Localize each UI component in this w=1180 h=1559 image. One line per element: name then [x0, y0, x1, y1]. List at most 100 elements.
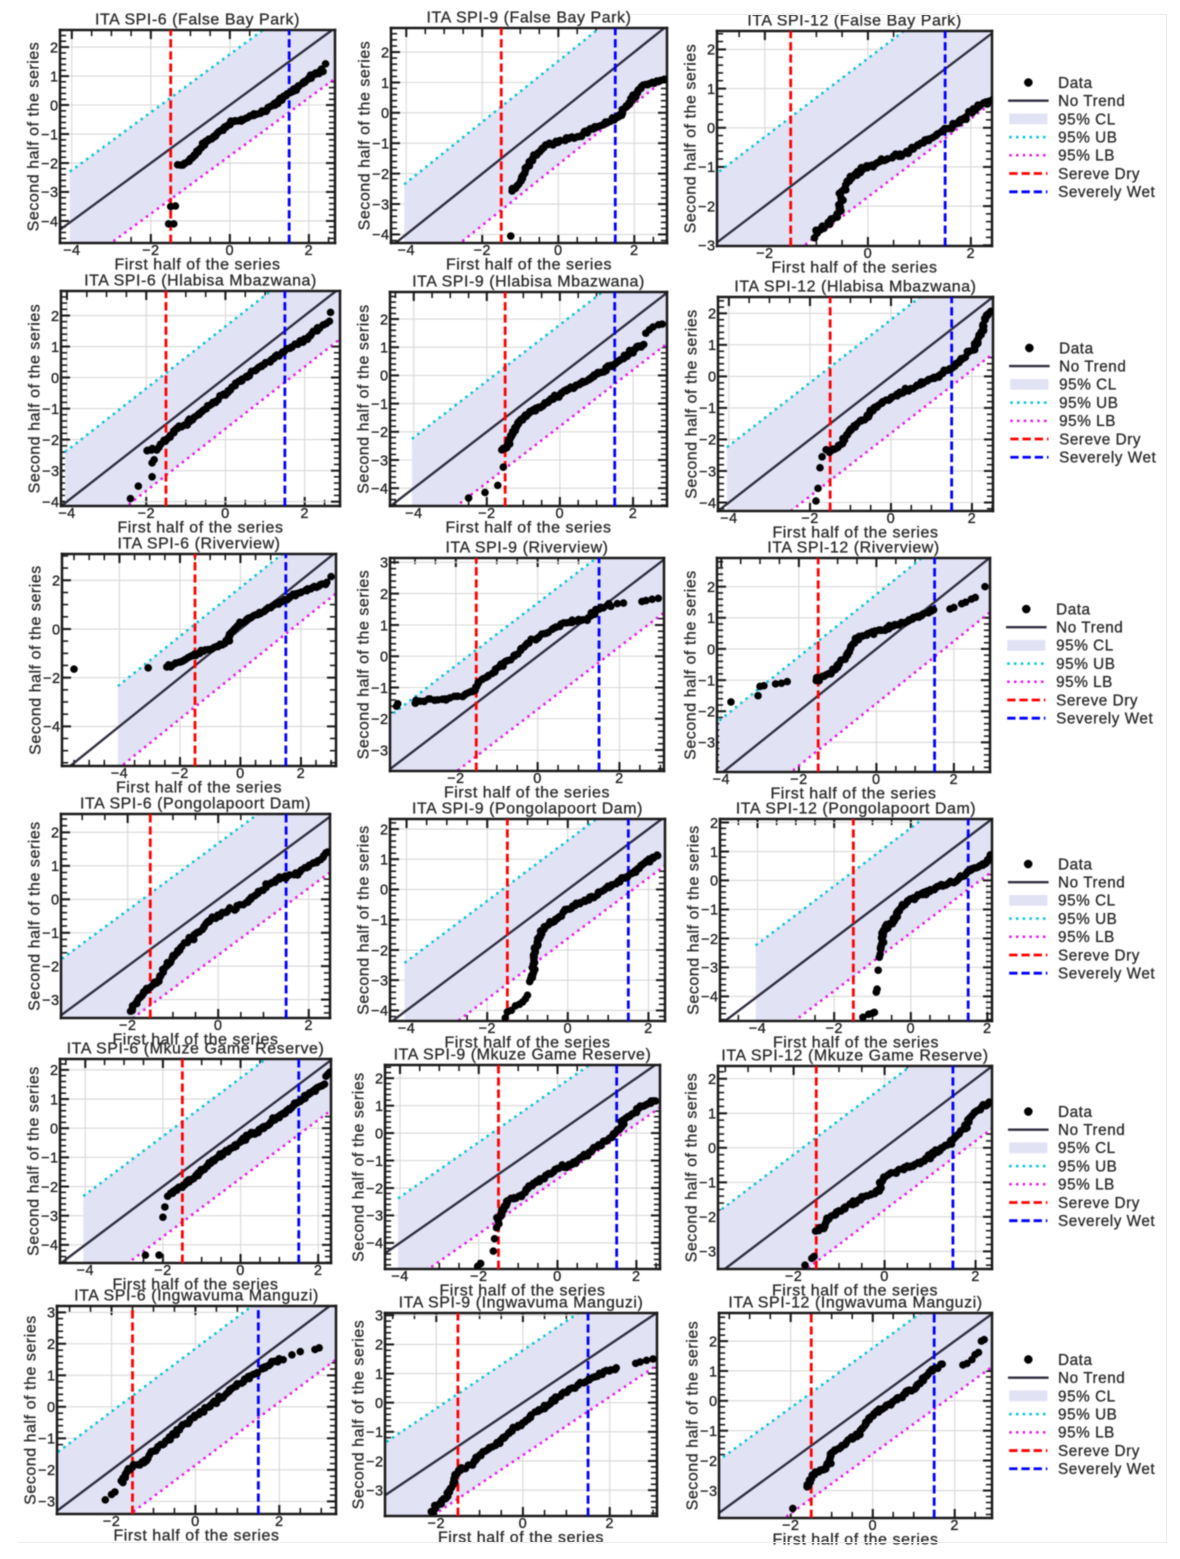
svg-text:First half of the series: First half of the series [115, 257, 281, 274]
svg-text:−2: −2 [700, 1454, 718, 1470]
svg-text:−4: −4 [712, 772, 730, 788]
svg-text:−3: −3 [41, 1209, 59, 1225]
svg-text:2: 2 [314, 1263, 323, 1279]
svg-text:1: 1 [708, 1107, 717, 1123]
svg-text:Sereve Dry: Sereve Dry [1059, 431, 1141, 448]
svg-text:2: 2 [375, 1071, 384, 1087]
svg-text:0: 0 [51, 371, 60, 387]
svg-text:1: 1 [50, 1092, 59, 1108]
svg-text:95% CL: 95% CL [1058, 111, 1116, 128]
svg-text:2: 2 [983, 1021, 992, 1037]
svg-text:First half of the series: First half of the series [438, 1530, 604, 1547]
svg-text:Second half of the series: Second half of the series [356, 304, 373, 494]
svg-text:−4: −4 [699, 496, 717, 512]
svg-text:95% LB: 95% LB [1058, 148, 1115, 165]
svg-text:0: 0 [906, 1021, 915, 1037]
svg-text:0: 0 [380, 369, 389, 385]
svg-text:−3: −3 [700, 1484, 718, 1500]
svg-text:ITA SPI-6 (False Bay Park): ITA SPI-6 (False Bay Park) [95, 11, 300, 28]
svg-text:First half of the series: First half of the series [118, 520, 284, 537]
svg-text:Second half of the series: Second half of the series [684, 1073, 701, 1263]
svg-text:1: 1 [50, 69, 59, 85]
svg-text:−4: −4 [371, 1004, 389, 1020]
svg-text:3: 3 [47, 1306, 56, 1322]
svg-text:First half of the series: First half of the series [446, 520, 612, 537]
svg-text:2: 2 [710, 816, 719, 832]
svg-text:Data: Data [1056, 601, 1090, 618]
svg-text:95% UB: 95% UB [1058, 1406, 1117, 1423]
svg-text:Data: Data [1058, 1352, 1092, 1369]
svg-text:2: 2 [708, 1072, 717, 1088]
svg-text:0: 0 [868, 1518, 877, 1534]
svg-text:−2: −2 [41, 156, 59, 172]
svg-text:First half of the series: First half of the series [445, 1035, 611, 1052]
svg-text:−1: −1 [372, 136, 390, 152]
svg-text:−2: −2 [447, 771, 465, 787]
svg-text:Second half of the series: Second half of the series [351, 1072, 368, 1262]
svg-text:−2: −2 [698, 705, 716, 721]
svg-text:0: 0 [50, 1121, 59, 1137]
svg-text:ITA SPI-12 (False Bay Park): ITA SPI-12 (False Bay Park) [747, 12, 961, 29]
svg-text:2: 2 [966, 246, 975, 262]
svg-text:First half of the series: First half of the series [116, 780, 282, 797]
svg-text:0: 0 [51, 893, 60, 909]
svg-text:3: 3 [380, 556, 389, 572]
svg-text:−1: −1 [371, 913, 389, 929]
svg-text:2: 2 [380, 312, 389, 328]
svg-text:−2: −2 [478, 506, 496, 522]
svg-text:First half of the series: First half of the series [113, 1277, 279, 1294]
svg-text:2: 2 [300, 506, 309, 522]
svg-text:Severely Wet: Severely Wet [1058, 1461, 1155, 1478]
svg-text:0: 0 [214, 1018, 223, 1034]
svg-text:ITA SPI-12 (Hlabisa Mbazwana): ITA SPI-12 (Hlabisa Mbazwana) [734, 278, 976, 295]
svg-text:Second half of the series: Second half of the series [28, 565, 45, 755]
svg-text:No Trend: No Trend [1058, 1370, 1125, 1387]
svg-text:95% LB: 95% LB [1059, 413, 1116, 430]
svg-text:95% UB: 95% UB [1058, 911, 1117, 928]
svg-text:Second half of the series: Second half of the series [26, 42, 43, 232]
svg-text:−4: −4 [398, 1021, 416, 1037]
svg-text:No Trend: No Trend [1058, 875, 1125, 892]
svg-text:−3: −3 [41, 185, 59, 201]
svg-text:−3: −3 [371, 453, 389, 469]
svg-text:0: 0 [47, 1400, 56, 1416]
svg-text:0: 0 [380, 883, 389, 899]
svg-text:−4: −4 [41, 214, 59, 230]
svg-text:−3: −3 [701, 961, 719, 977]
svg-text:−2: −2 [473, 243, 491, 259]
svg-text:−2: −2 [790, 772, 808, 788]
svg-text:−1: −1 [42, 926, 60, 942]
svg-text:1: 1 [708, 338, 717, 354]
svg-text:Second half of the series: Second half of the series [27, 304, 44, 494]
svg-text:95% CL: 95% CL [1058, 1388, 1116, 1405]
svg-text:2: 2 [950, 772, 959, 788]
svg-text:0: 0 [563, 1021, 572, 1037]
svg-text:−4: −4 [58, 506, 76, 522]
svg-text:First half of the series: First half of the series [772, 260, 938, 277]
svg-text:Severely Wet: Severely Wet [1059, 450, 1156, 467]
svg-text:ITA SPI-9 (Ingwavuma Manguzi): ITA SPI-9 (Ingwavuma Manguzi) [399, 1294, 644, 1311]
svg-text:2: 2 [381, 45, 390, 61]
svg-text:−4: −4 [366, 1236, 384, 1252]
svg-text:2: 2 [605, 1516, 614, 1532]
svg-text:ITA SPI-6 (Mkuze Game Reserve): ITA SPI-6 (Mkuze Game Reserve) [67, 1040, 325, 1057]
svg-text:2: 2 [971, 1269, 980, 1285]
svg-text:−4: −4 [749, 1021, 767, 1037]
svg-text:−4: −4 [391, 1269, 409, 1285]
svg-text:2: 2 [304, 1018, 313, 1034]
svg-text:2: 2 [629, 506, 638, 522]
svg-text:−1: −1 [42, 402, 60, 418]
svg-text:−3: −3 [42, 993, 60, 1009]
svg-text:−2: −2 [137, 506, 155, 522]
svg-text:0: 0 [708, 1141, 717, 1157]
svg-text:2: 2 [644, 1021, 653, 1037]
svg-text:ITA SPI-12 (Riverview): ITA SPI-12 (Riverview) [767, 539, 940, 556]
svg-text:0: 0 [191, 1514, 200, 1530]
svg-text:1: 1 [709, 1364, 718, 1380]
svg-text:1: 1 [707, 82, 716, 98]
svg-text:0: 0 [50, 98, 59, 114]
svg-text:ITA SPI-12 (Mkuze Game Reserve: ITA SPI-12 (Mkuze Game Reserve) [721, 1047, 988, 1064]
svg-text:No Trend: No Trend [1058, 93, 1125, 110]
svg-text:No Trend: No Trend [1059, 359, 1126, 376]
svg-text:−2: −2 [470, 1269, 488, 1285]
